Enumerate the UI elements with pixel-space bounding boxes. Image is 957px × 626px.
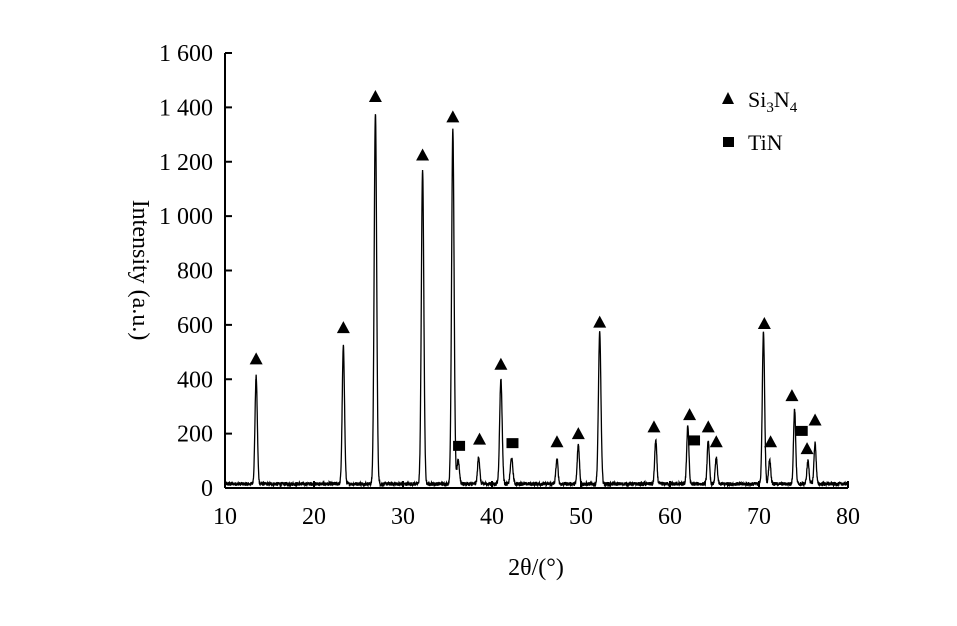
si3n4-marker: [757, 317, 771, 330]
si3n4-marker: [550, 435, 564, 448]
x-axis-title: 2θ/(°): [508, 555, 564, 581]
y-tick-label: 400: [177, 367, 213, 393]
legend-triangle-icon: [722, 92, 734, 104]
x-tick-label: 80: [836, 504, 860, 530]
legend: Si3N4 TiN: [722, 87, 798, 155]
y-tick-label: 1 400: [159, 95, 213, 121]
y-tick-label: 1 200: [159, 150, 213, 176]
si3n4-marker: [368, 90, 382, 102]
si3n4-marker: [494, 357, 508, 370]
tin-marker: [506, 438, 519, 449]
y-ticks: 0 200 400 600 800 1 000 1 200 1 400 1 600: [159, 41, 232, 502]
xrd-trace-group: [224, 114, 849, 489]
tin-marker: [795, 425, 808, 436]
si3n4-marker: [683, 408, 697, 421]
x-tick-label: 10: [213, 504, 237, 530]
y-axis-title: Intensity (a.u.): [127, 200, 153, 341]
y-tick-label: 600: [177, 313, 213, 339]
x-tick-label: 60: [658, 504, 682, 530]
si3n4-marker: [593, 315, 607, 328]
x-tick-label: 70: [747, 504, 771, 530]
si3n4-marker: [800, 442, 814, 455]
si3n4-marker: [336, 321, 350, 334]
si3n4-marker: [571, 427, 585, 440]
legend-square-icon: [723, 137, 734, 147]
x-ticks: 10 20 30 40 50 60 70 80: [213, 481, 860, 530]
x-tick-label: 50: [569, 504, 593, 530]
tin-marker: [688, 435, 701, 446]
y-tick-label: 1 000: [159, 204, 213, 230]
si3n4-marker: [764, 435, 778, 448]
si3n4-marker: [808, 413, 822, 426]
y-tick-label: 1 600: [159, 41, 213, 67]
si3n4-marker: [416, 148, 430, 161]
phase-markers: [249, 90, 822, 455]
x-tick-label: 40: [480, 504, 504, 530]
x-tick-label: 20: [302, 504, 326, 530]
y-tick-label: 200: [177, 422, 213, 448]
xrd-trace-line: [224, 114, 849, 489]
x-tick-label: 30: [391, 504, 415, 530]
y-tick-label: 800: [177, 259, 213, 285]
axes: [224, 53, 848, 489]
si3n4-marker: [701, 420, 715, 433]
si3n4-marker: [473, 432, 487, 445]
si3n4-marker: [647, 420, 661, 433]
si3n4-marker: [249, 352, 263, 365]
tin-marker: [453, 440, 466, 451]
si3n4-marker: [785, 389, 799, 402]
legend-label-tin: TiN: [748, 130, 783, 155]
y-tick-label: 0: [201, 476, 213, 502]
legend-label-si3n4: Si3N4: [748, 87, 798, 116]
si3n4-marker: [709, 435, 723, 448]
si3n4-marker: [446, 110, 460, 123]
